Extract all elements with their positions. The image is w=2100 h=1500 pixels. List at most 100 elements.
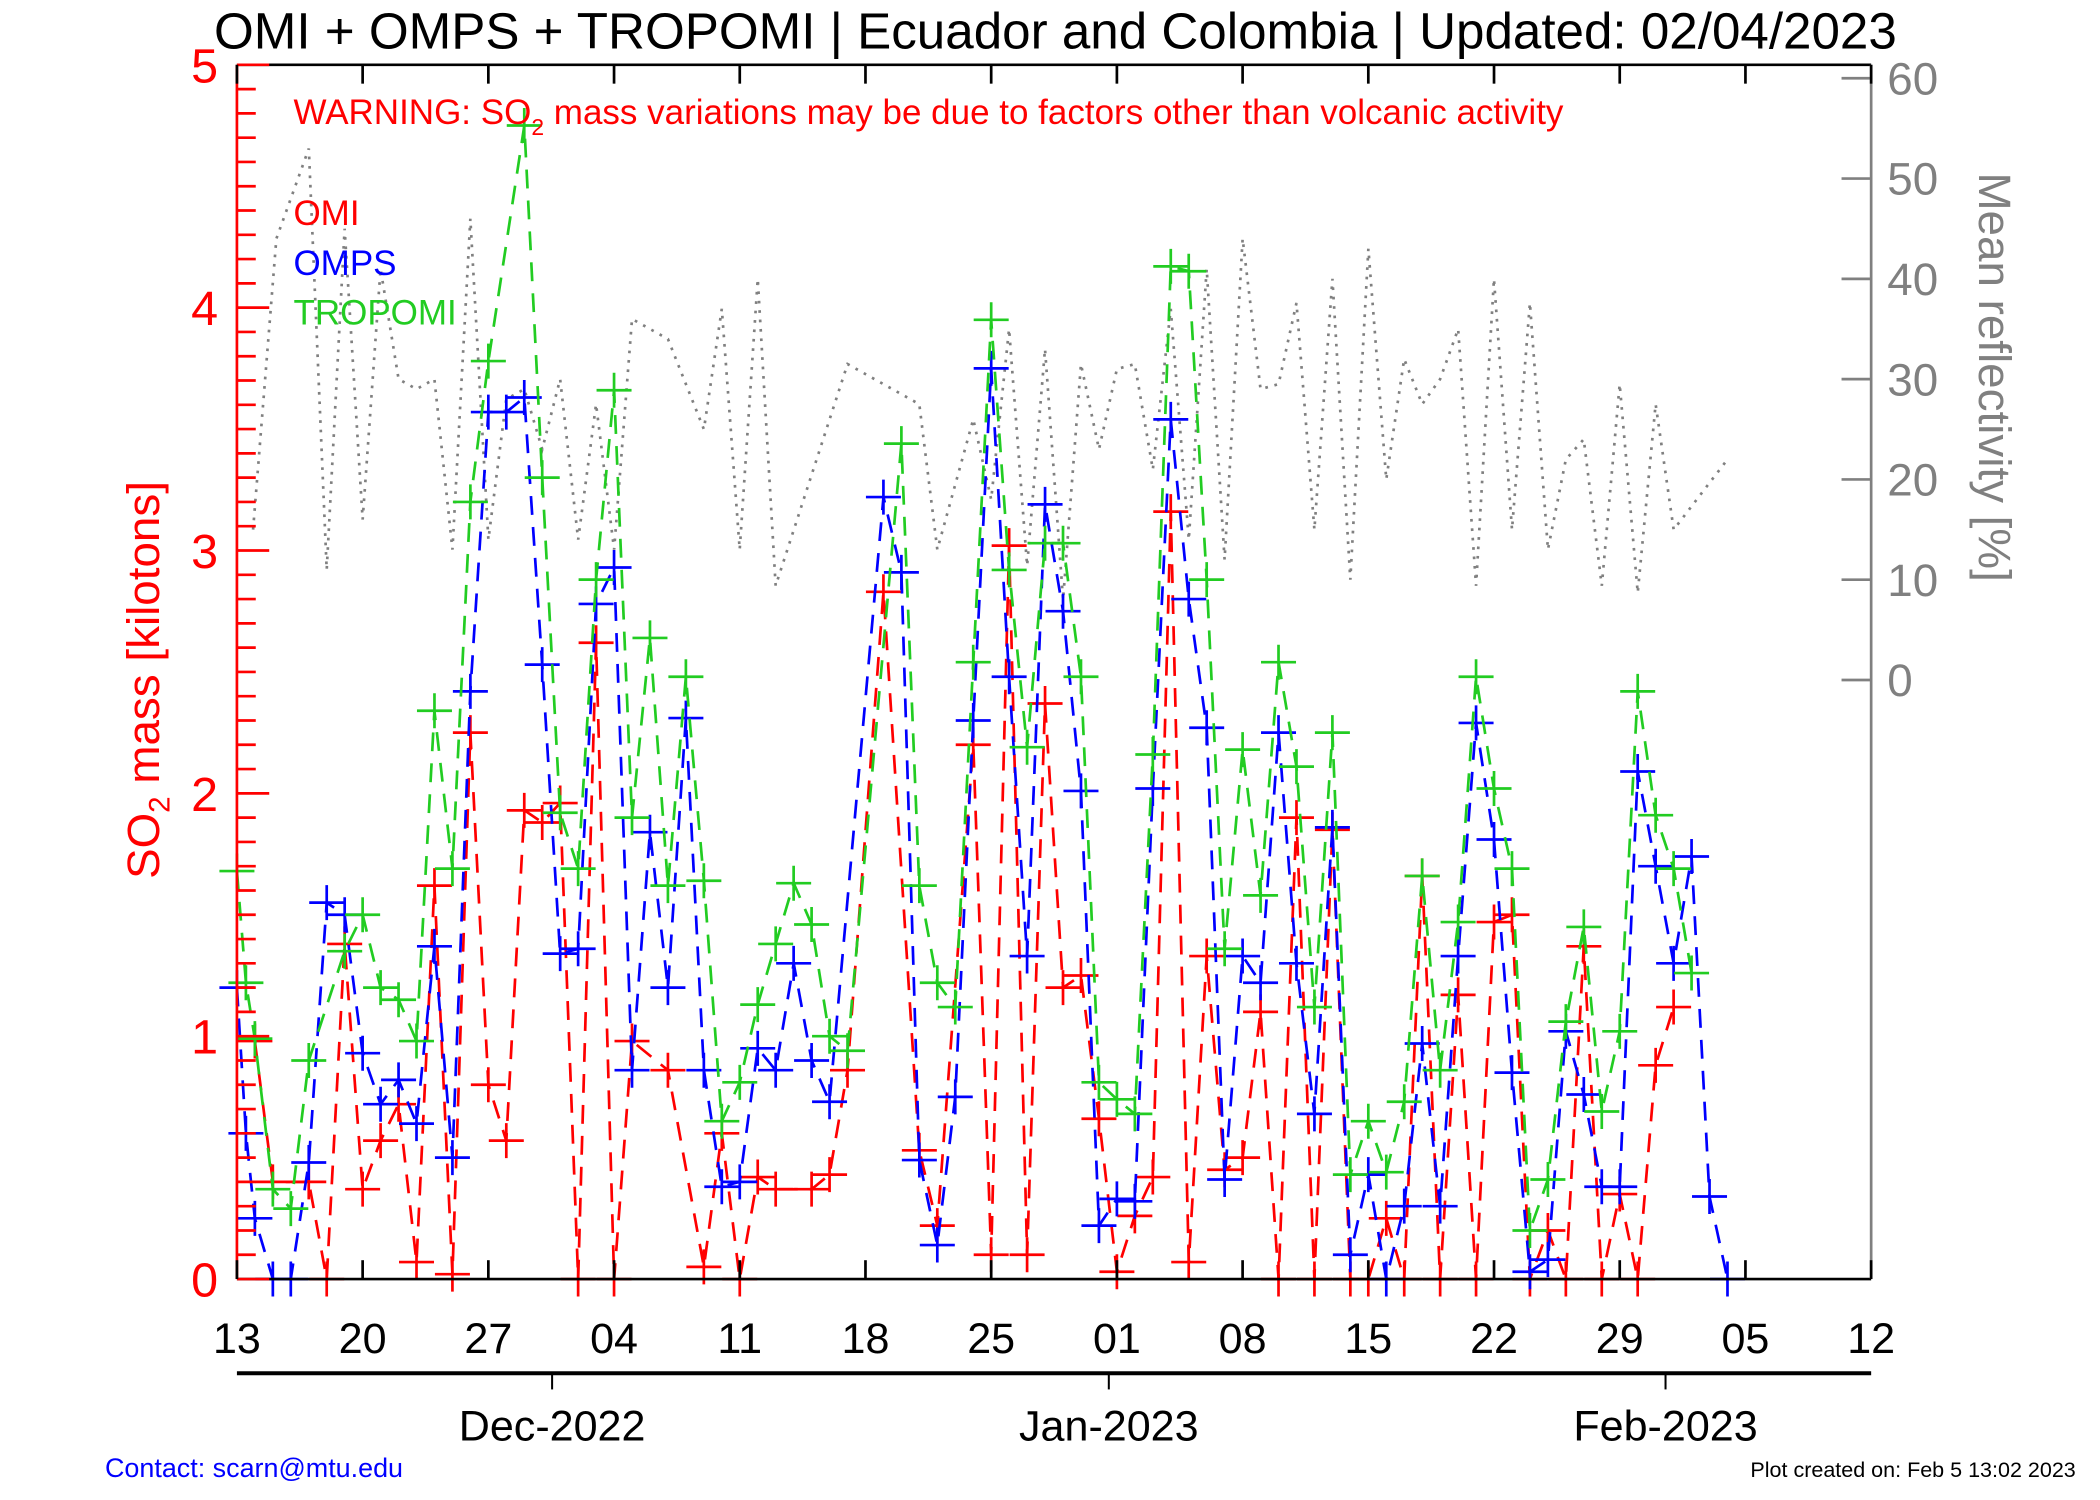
data-point-marker (668, 659, 704, 695)
data-point-marker (686, 863, 722, 899)
data-point-marker (1027, 486, 1063, 522)
data-point-marker (1602, 1169, 1638, 1205)
data-point-marker (273, 1191, 309, 1227)
data-point-marker (345, 1035, 381, 1071)
data-point-marker (416, 928, 452, 964)
data-point-marker (632, 814, 668, 850)
data-point-marker (1009, 938, 1045, 974)
data-point-marker (399, 1023, 435, 1059)
data-point-marker (506, 108, 542, 144)
data-point-marker (434, 1140, 470, 1176)
data-point-marker (1656, 989, 1692, 1025)
data-point-marker (1458, 705, 1494, 741)
y-right-tick-label: 0 (1887, 655, 1912, 706)
data-point-marker (632, 620, 668, 656)
data-point-marker (1674, 955, 1710, 991)
data-point-marker (237, 1021, 273, 1057)
data-point-marker (596, 372, 632, 408)
data-point-marker (1081, 1064, 1117, 1100)
data-point-marker (1422, 1052, 1458, 1088)
data-point-marker (327, 933, 363, 969)
data-point-marker (794, 1171, 830, 1207)
y-left-tick-label: 0 (191, 1254, 218, 1308)
data-point-marker (1207, 931, 1243, 967)
data-point-marker (1009, 729, 1045, 765)
data-point-marker (901, 1142, 937, 1178)
data-point-marker (1045, 970, 1081, 1006)
data-point-marker (452, 484, 488, 520)
data-point-marker (1099, 1181, 1135, 1217)
data-point-marker (596, 549, 632, 585)
data-point-marker (812, 1018, 848, 1054)
data-point-marker (381, 982, 417, 1018)
data-point-marker (722, 1164, 758, 1200)
data-point-marker (452, 673, 488, 709)
x-tick-label: 22 (1470, 1315, 1518, 1363)
data-point-marker (363, 970, 399, 1006)
data-point-marker (560, 851, 596, 887)
data-point-marker (1296, 989, 1332, 1025)
data-point-marker (937, 989, 973, 1025)
month-label: Feb-2023 (1573, 1403, 1757, 1451)
data-point-marker (1063, 773, 1099, 809)
contact-text[interactable]: Contact: scarn@mtu.edu (105, 1453, 403, 1483)
x-tick-label: 27 (464, 1315, 512, 1363)
data-point-marker (1332, 1237, 1368, 1273)
data-point-marker (740, 987, 776, 1023)
data-point-marker (1530, 1242, 1566, 1278)
data-point-marker (542, 936, 578, 972)
x-tick-label: 04 (590, 1315, 638, 1363)
data-point-marker (1063, 957, 1099, 993)
data-point-marker (363, 1123, 399, 1159)
data-point-marker (1638, 848, 1674, 884)
data-point-marker (919, 1227, 955, 1263)
data-point-marker (309, 885, 345, 921)
series-tropomi (219, 108, 1710, 1248)
data-point-marker (506, 380, 542, 416)
data-point-marker (758, 926, 794, 962)
legend-omps: OMPS (293, 244, 396, 283)
data-point-marker (1189, 710, 1225, 746)
data-point-marker (1135, 736, 1171, 772)
data-point-marker (1638, 797, 1674, 833)
series-layer (219, 108, 1745, 1297)
legend: OMI OMPS TROPOMI (293, 194, 456, 333)
data-point-marker (488, 394, 524, 430)
data-point-marker (1476, 770, 1512, 806)
data-point-marker (1314, 809, 1350, 845)
data-point-marker (434, 851, 470, 887)
data-point-marker (228, 965, 264, 1001)
data-point-marker (1153, 248, 1189, 284)
data-point-marker (1314, 715, 1350, 751)
data-point-marker (1278, 945, 1314, 981)
data-point-marker (991, 552, 1027, 588)
data-point-marker (1656, 945, 1692, 981)
y-left-tick-label: 1 (191, 1011, 218, 1065)
data-point-marker (1261, 644, 1297, 680)
data-point-marker (883, 426, 919, 462)
data-point-marker (1225, 732, 1261, 768)
legend-tropomi: TROPOMI (293, 294, 456, 333)
data-point-marker (506, 792, 542, 828)
data-point-marker (1225, 1140, 1261, 1176)
data-point-marker (1512, 1254, 1548, 1290)
data-point-marker (1296, 1096, 1332, 1132)
x-tick-label: 29 (1596, 1315, 1644, 1363)
x-tick-label: 25 (967, 1315, 1015, 1363)
data-point-marker (1656, 851, 1692, 887)
data-point-marker (776, 945, 812, 981)
data-point-marker (291, 1042, 327, 1078)
plot-created-text: Plot created on: Feb 5 13:02 2023 (1750, 1458, 2075, 1482)
x-tick-label: 15 (1344, 1315, 1392, 1363)
data-point-marker (901, 868, 937, 904)
data-point-marker (973, 302, 1009, 338)
data-point-marker (722, 1064, 758, 1100)
data-point-marker (1350, 1103, 1386, 1139)
data-point-marker (1278, 800, 1314, 836)
data-point-marker (776, 865, 812, 901)
data-point-marker (1494, 1055, 1530, 1091)
data-point-marker (650, 970, 686, 1006)
y-right-tick-label: 30 (1887, 354, 1938, 405)
data-point-marker (991, 659, 1027, 695)
